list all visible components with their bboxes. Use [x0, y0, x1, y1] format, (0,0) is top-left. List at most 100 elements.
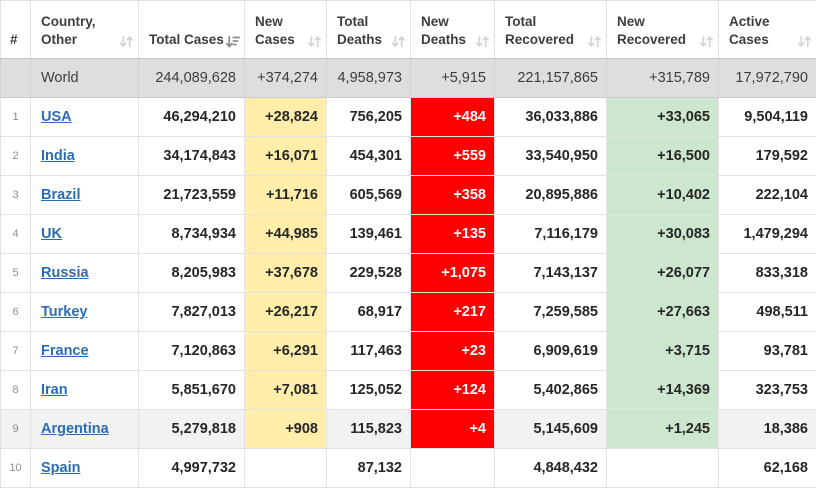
active-cases-cell: 833,318 — [719, 254, 816, 293]
total-recovered-cell: 7,116,179 — [495, 215, 607, 254]
country-link[interactable]: Russia — [41, 265, 89, 281]
new-cases-cell: +16,071 — [245, 137, 327, 176]
column-header-total-recovered[interactable]: Total Recovered — [495, 1, 607, 59]
column-header-country[interactable]: Country, Other — [31, 1, 139, 59]
column-label: Total Deaths — [337, 14, 382, 47]
total-recovered-cell: 33,540,950 — [495, 137, 607, 176]
total-deaths-cell: 229,528 — [327, 254, 411, 293]
new-deaths-cell: +5,915 — [411, 59, 495, 98]
rank-cell: 9 — [1, 410, 31, 449]
total-cases-cell: 5,851,670 — [139, 371, 245, 410]
active-cases-cell: 222,104 — [719, 176, 816, 215]
rank-cell: 6 — [1, 293, 31, 332]
new-cases-cell: +37,678 — [245, 254, 327, 293]
new-cases-cell: +908 — [245, 410, 327, 449]
new-recovered-cell: +33,065 — [607, 98, 719, 137]
new-deaths-cell: +124 — [411, 371, 495, 410]
total-cases-cell: 8,205,983 — [139, 254, 245, 293]
total-cases-cell: 34,174,843 — [139, 137, 245, 176]
active-cases-cell: 18,386 — [719, 410, 816, 449]
rank-cell: 4 — [1, 215, 31, 254]
country-cell: Iran — [31, 371, 139, 410]
total-recovered-cell: 5,145,609 — [495, 410, 607, 449]
new-cases-cell — [245, 449, 327, 488]
new-recovered-cell: +3,715 — [607, 332, 719, 371]
column-label: Country, Other — [41, 14, 96, 47]
country-link[interactable]: Brazil — [41, 187, 81, 203]
column-label: Active Cases — [729, 14, 770, 47]
rank-cell — [1, 59, 31, 98]
total-cases-cell: 8,734,934 — [139, 215, 245, 254]
rank-cell: 10 — [1, 449, 31, 488]
total-recovered-cell: 20,895,886 — [495, 176, 607, 215]
column-header-total-cases[interactable]: Total Cases — [139, 1, 245, 59]
sort-icon — [587, 35, 602, 48]
new-cases-cell: +6,291 — [245, 332, 327, 371]
country-cell: Russia — [31, 254, 139, 293]
new-cases-cell: +44,985 — [245, 215, 327, 254]
country-link[interactable]: India — [41, 148, 75, 164]
column-header-new-cases[interactable]: New Cases — [245, 1, 327, 59]
active-cases-cell: 17,972,790 — [719, 59, 816, 98]
rank-cell: 8 — [1, 371, 31, 410]
country-link[interactable]: Iran — [41, 382, 68, 398]
column-label: New Cases — [255, 14, 295, 47]
new-cases-cell: +374,274 — [245, 59, 327, 98]
column-label: New Deaths — [421, 14, 466, 47]
new-cases-cell: +26,217 — [245, 293, 327, 332]
active-cases-cell: 179,592 — [719, 137, 816, 176]
total-deaths-cell: 87,132 — [327, 449, 411, 488]
total-deaths-cell: 4,958,973 — [327, 59, 411, 98]
new-cases-cell: +28,824 — [245, 98, 327, 137]
new-recovered-cell: +10,402 — [607, 176, 719, 215]
new-cases-cell: +7,081 — [245, 371, 327, 410]
country-link[interactable]: UK — [41, 226, 62, 242]
new-recovered-cell: +16,500 — [607, 137, 719, 176]
column-header-new-recovered[interactable]: New Recovered — [607, 1, 719, 59]
rank-cell: 7 — [1, 332, 31, 371]
header-row: # Country, Other Total Cases New Cases Total… — [1, 1, 816, 59]
new-recovered-cell: +14,369 — [607, 371, 719, 410]
total-recovered-cell: 4,848,432 — [495, 449, 607, 488]
new-recovered-cell — [607, 449, 719, 488]
total-deaths-cell: 68,917 — [327, 293, 411, 332]
country-link[interactable]: Argentina — [41, 421, 109, 437]
country-cell: UK — [31, 215, 139, 254]
total-cases-cell: 7,827,013 — [139, 293, 245, 332]
total-deaths-cell: 117,463 — [327, 332, 411, 371]
country-link[interactable]: Turkey — [41, 304, 87, 320]
new-deaths-cell: +23 — [411, 332, 495, 371]
column-header-active-cases[interactable]: Active Cases — [719, 1, 816, 59]
new-deaths-cell: +484 — [411, 98, 495, 137]
country-link[interactable]: Spain — [41, 460, 80, 476]
total-cases-cell: 7,120,863 — [139, 332, 245, 371]
rank-cell: 2 — [1, 137, 31, 176]
table-header: # Country, Other Total Cases New Cases Total… — [1, 1, 816, 59]
column-label: New Recovered — [617, 14, 686, 47]
country-link[interactable]: USA — [41, 109, 72, 125]
rank-cell: 5 — [1, 254, 31, 293]
total-deaths-cell: 139,461 — [327, 215, 411, 254]
column-header-rank: # — [1, 1, 31, 59]
column-header-new-deaths[interactable]: New Deaths — [411, 1, 495, 59]
country-cell: Brazil — [31, 176, 139, 215]
country-link[interactable]: France — [41, 343, 89, 359]
new-deaths-cell: +1,075 — [411, 254, 495, 293]
total-cases-cell: 244,089,628 — [139, 59, 245, 98]
rank-cell: 1 — [1, 98, 31, 137]
column-header-total-deaths[interactable]: Total Deaths — [327, 1, 411, 59]
column-label: Total Cases — [149, 32, 224, 47]
new-deaths-cell: +559 — [411, 137, 495, 176]
total-cases-cell: 21,723,559 — [139, 176, 245, 215]
country-cell: Argentina — [31, 410, 139, 449]
new-deaths-cell: +135 — [411, 215, 495, 254]
new-recovered-cell: +315,789 — [607, 59, 719, 98]
